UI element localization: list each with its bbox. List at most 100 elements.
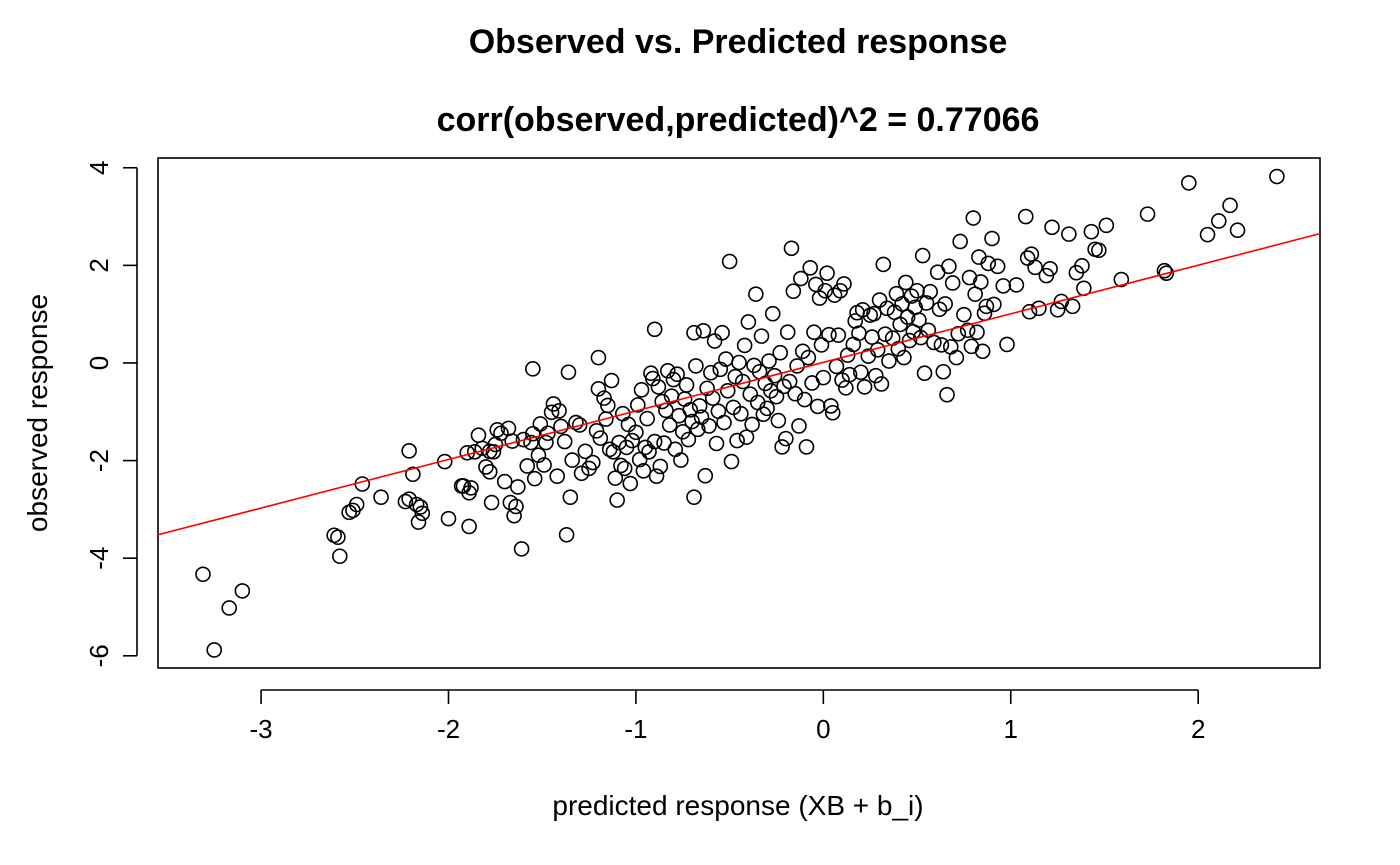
data-point (793, 270, 809, 287)
data-point (931, 301, 948, 318)
x-tick-label: -3 (250, 714, 273, 744)
data-point (778, 430, 794, 447)
data-point (779, 324, 796, 341)
data-point (600, 397, 616, 414)
data-point (823, 398, 839, 414)
data-point (538, 434, 554, 451)
data-point (331, 548, 348, 565)
data-point (922, 283, 938, 300)
data-point (796, 391, 813, 408)
data-point (1158, 265, 1175, 281)
data-point (489, 422, 506, 438)
data-point (661, 417, 678, 433)
data-point (1061, 226, 1077, 242)
data-point (695, 322, 712, 339)
data-point (1008, 277, 1025, 293)
data-point (348, 496, 365, 513)
data-point (836, 276, 852, 292)
data-point (1229, 222, 1246, 239)
data-point (956, 306, 972, 323)
data-point (911, 312, 927, 328)
data-point (853, 364, 869, 381)
plot-frame (157, 157, 1321, 669)
data-point (1049, 301, 1066, 318)
data-point (901, 332, 918, 349)
data-point (330, 529, 346, 546)
data-point (959, 322, 976, 339)
data-point (644, 370, 661, 387)
x-tick-label: -2 (437, 714, 460, 744)
data-point (774, 439, 790, 455)
x-tick-label: 2 (1191, 714, 1205, 744)
data-point (995, 278, 1012, 294)
data-point (549, 468, 566, 485)
data-point (841, 366, 858, 383)
data-point (838, 380, 854, 396)
data-point (410, 514, 427, 530)
data-point (481, 464, 498, 480)
data-point (783, 240, 800, 257)
data-point (708, 435, 725, 452)
data-point (806, 324, 822, 341)
data-point (937, 296, 953, 312)
data-point (731, 354, 747, 371)
data-point (978, 298, 995, 315)
data-point (1083, 223, 1100, 240)
data-point (879, 300, 895, 317)
data-point (496, 473, 513, 490)
data-point (206, 642, 223, 658)
data-point (766, 367, 783, 384)
data-point (877, 326, 893, 342)
x-axis: -3 -2 -1 0 1 2 (250, 689, 1205, 744)
data-point (941, 258, 957, 275)
x-tick-label: -1 (624, 714, 647, 744)
x-axis-label: predicted response (XB + b_i) (552, 790, 923, 821)
data-point (729, 432, 745, 449)
data-point (1023, 246, 1040, 262)
data-point (401, 443, 417, 459)
data-point (658, 402, 674, 419)
data-point (909, 282, 925, 299)
data-point (483, 494, 500, 511)
data-point (942, 339, 959, 355)
data-point (815, 369, 832, 386)
regression-line (157, 232, 1321, 536)
data-point (1019, 250, 1036, 266)
data-point (701, 418, 717, 434)
data-point (412, 499, 429, 515)
data-point (736, 337, 753, 354)
data-point (714, 324, 730, 341)
data-point (944, 275, 961, 291)
data-point (986, 296, 1002, 313)
data-point (873, 376, 890, 392)
y-tick-label: -6 (84, 644, 114, 667)
data-point (764, 305, 781, 322)
data-point (1044, 219, 1060, 236)
data-point (628, 424, 644, 441)
data-point (733, 405, 749, 422)
y-axis-label: observed response (22, 294, 53, 532)
data-point (1210, 213, 1227, 229)
data-point (903, 288, 920, 304)
data-point (768, 388, 785, 405)
chart-title: Observed vs. Predicted response (469, 23, 1008, 61)
data-point (680, 431, 697, 448)
data-point (562, 489, 579, 505)
data-point (1042, 260, 1058, 277)
data-point (819, 265, 835, 281)
data-point (616, 460, 633, 477)
data-point (592, 430, 609, 446)
data-point (759, 400, 775, 417)
data-point (723, 453, 740, 470)
y-tick-label: 2 (84, 258, 114, 272)
data-point (1021, 303, 1038, 320)
data-point (939, 386, 955, 403)
data-point (553, 418, 569, 435)
data-point (532, 416, 549, 432)
data-point (536, 457, 552, 473)
data-point (1222, 197, 1238, 214)
data-point (397, 493, 414, 510)
data-point (1074, 258, 1090, 274)
data-point (1017, 208, 1034, 225)
data-point (577, 443, 594, 460)
